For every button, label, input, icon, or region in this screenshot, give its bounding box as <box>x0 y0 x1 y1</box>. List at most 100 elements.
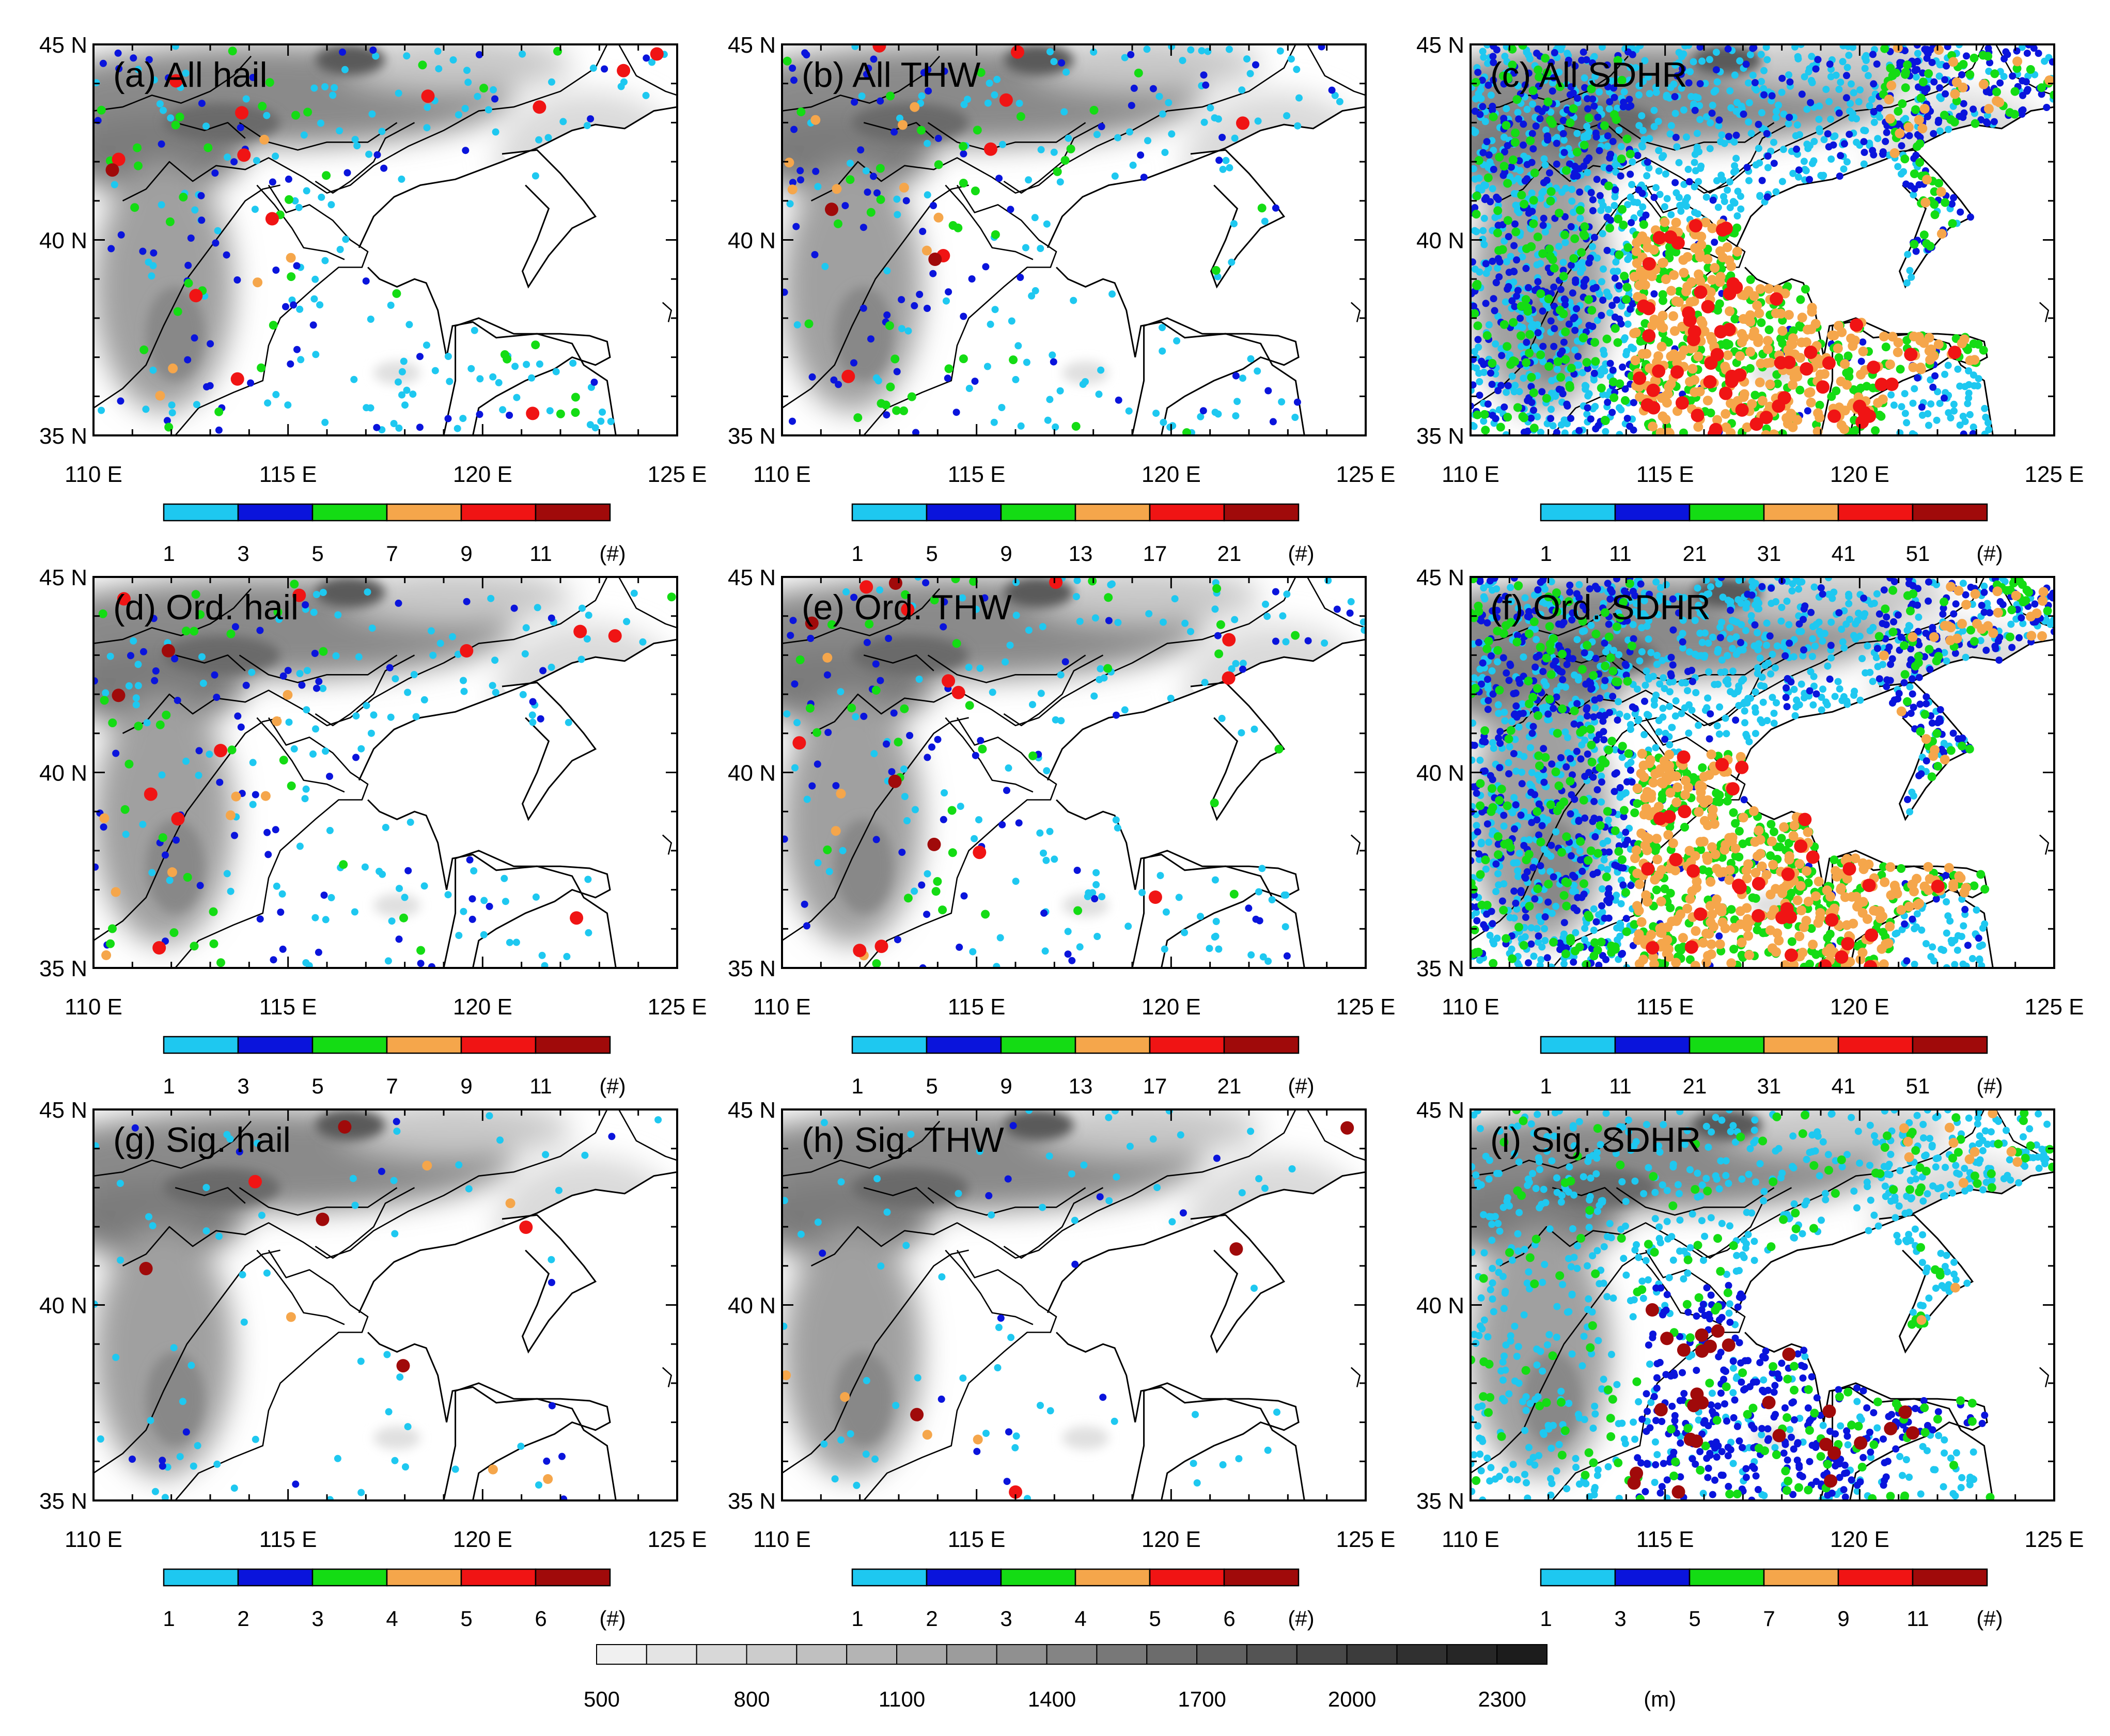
station-point <box>1573 305 1581 312</box>
station-point <box>1921 88 1929 96</box>
station-point <box>1917 123 1928 134</box>
station-point <box>577 655 585 663</box>
station-point <box>1583 157 1590 165</box>
station-point <box>127 652 134 660</box>
station-point <box>231 623 239 631</box>
station-point <box>1214 273 1222 280</box>
station-point <box>302 785 310 793</box>
station-point <box>1225 45 1233 53</box>
station-point <box>971 186 980 196</box>
station-point <box>287 272 296 281</box>
tick-marks <box>92 576 678 969</box>
station-point <box>1629 272 1639 282</box>
station-point <box>1662 581 1670 588</box>
station-point <box>182 757 190 765</box>
station-point <box>1490 166 1497 173</box>
station-point <box>1475 850 1483 858</box>
station-point <box>150 615 158 622</box>
station-point <box>1540 778 1548 786</box>
station-point <box>951 577 960 584</box>
station-point <box>1873 590 1881 598</box>
station-point <box>1617 154 1626 164</box>
station-point <box>1222 671 1236 685</box>
station-point <box>1827 330 1837 340</box>
station-point <box>1617 320 1625 328</box>
station-point <box>1642 211 1650 219</box>
station-point <box>1661 414 1671 425</box>
station-point <box>1582 358 1591 367</box>
station-point <box>1745 99 1753 106</box>
station-point <box>1941 394 1948 402</box>
station-point <box>1228 258 1236 266</box>
legend-unit: (#) <box>1976 541 2003 566</box>
station-point <box>529 718 537 726</box>
station-point <box>1991 643 1999 650</box>
station-point <box>1662 170 1669 178</box>
station-point <box>783 56 792 66</box>
station-point <box>1606 98 1614 106</box>
station-point <box>1858 346 1868 356</box>
station-point <box>1783 684 1790 692</box>
station-point <box>942 674 956 688</box>
station-point <box>886 91 895 101</box>
station-point <box>1622 134 1632 144</box>
station-point <box>1512 768 1520 775</box>
station-point <box>1790 653 1798 661</box>
station-point <box>1112 816 1120 824</box>
station-point <box>1819 685 1826 693</box>
station-point <box>1555 243 1562 250</box>
station-point <box>1742 422 1752 432</box>
station-point <box>1669 326 1680 336</box>
station-point <box>796 167 804 175</box>
station-point <box>1581 74 1588 82</box>
station-point <box>1992 87 2001 97</box>
station-point <box>1918 403 1926 411</box>
station-point <box>924 305 931 312</box>
station-point <box>1943 929 1950 937</box>
station-point <box>1517 811 1525 819</box>
station-point <box>1511 736 1519 743</box>
station-point <box>1745 79 1752 87</box>
station-point <box>1629 621 1637 629</box>
station-point <box>1827 392 1836 401</box>
liaodong-peninsula <box>1191 150 1284 287</box>
station-point <box>273 607 283 617</box>
station-point <box>1947 936 1955 944</box>
station-point <box>1671 179 1679 186</box>
station-point <box>1705 639 1712 647</box>
station-point <box>1525 330 1535 339</box>
station-point <box>1175 894 1183 901</box>
station-points <box>93 580 676 968</box>
station-point <box>1749 71 1757 79</box>
station-point <box>1585 259 1593 267</box>
station-point <box>1531 857 1539 865</box>
station-point <box>792 736 806 750</box>
station-point <box>1149 85 1157 92</box>
station-point <box>1479 48 1487 55</box>
station-point <box>1913 910 1921 918</box>
station-point <box>948 221 958 230</box>
station-point <box>1046 48 1054 56</box>
station-point <box>1263 613 1271 620</box>
station-point <box>1044 416 1052 424</box>
station-point <box>925 87 932 95</box>
station-point <box>1875 411 1884 420</box>
station-point <box>1816 380 1830 394</box>
station-point <box>617 64 631 77</box>
station-point <box>1959 960 1967 968</box>
station-point <box>1011 45 1024 59</box>
station-point <box>874 940 888 953</box>
station-point <box>1488 652 1495 660</box>
station-point <box>1494 870 1502 878</box>
station-point <box>1471 129 1479 136</box>
station-point <box>1857 357 1865 365</box>
station-point <box>1937 946 1945 953</box>
legend-swatch <box>1149 503 1225 522</box>
station-point <box>1684 687 1691 695</box>
station-point <box>1924 113 1931 120</box>
station-point <box>1685 44 1693 49</box>
station-point <box>468 915 476 923</box>
station-point <box>1548 58 1555 66</box>
station-point <box>1796 295 1805 304</box>
station-point <box>1239 660 1247 667</box>
